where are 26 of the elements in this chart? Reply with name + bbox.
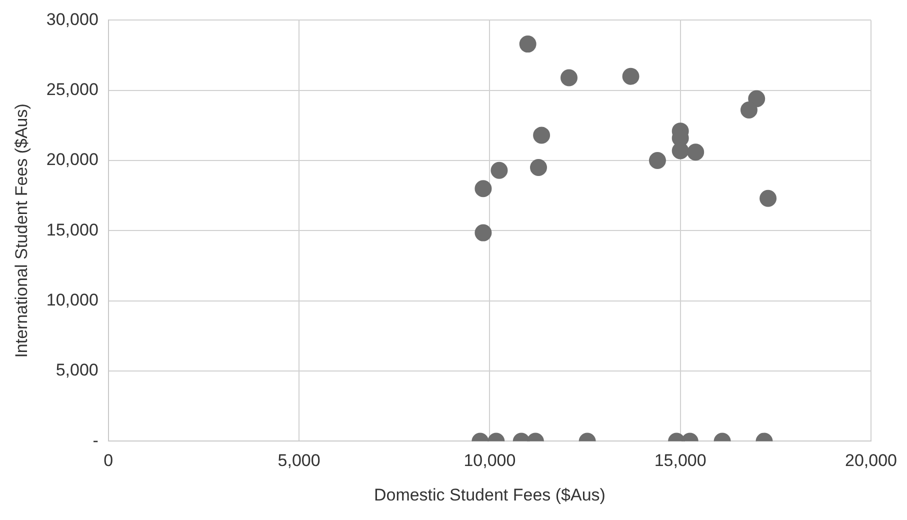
point <box>474 180 492 198</box>
point <box>760 190 777 207</box>
point <box>560 69 578 86</box>
point <box>519 36 536 53</box>
point <box>740 102 758 119</box>
point <box>687 144 704 161</box>
y-tick-label: 30,000 <box>46 10 98 29</box>
x-tick-label: 0 <box>104 451 114 470</box>
point <box>490 162 508 179</box>
point <box>474 224 492 242</box>
x-tick-label: 10,000 <box>464 451 516 470</box>
point <box>530 159 548 176</box>
point <box>533 126 550 144</box>
point <box>622 68 640 85</box>
point <box>648 152 666 170</box>
x-tick-label: 20,000 <box>845 451 897 470</box>
y-tick-label: 5,000 <box>56 360 98 380</box>
y-tick-label: 20,000 <box>46 150 98 170</box>
x-tick-label: 15,000 <box>654 451 706 470</box>
y-tick-label: 25,000 <box>46 80 98 100</box>
y-axis-title: International Student Fees ($Aus) <box>12 104 31 358</box>
y-tick-label: 10,000 <box>46 290 98 310</box>
y-tick-label: 15,000 <box>46 220 98 240</box>
y-tick-label: - <box>92 430 98 450</box>
x-tick-label: 5,000 <box>278 451 320 470</box>
x-axis-title: Domestic Student Fees ($Aus) <box>374 485 606 504</box>
